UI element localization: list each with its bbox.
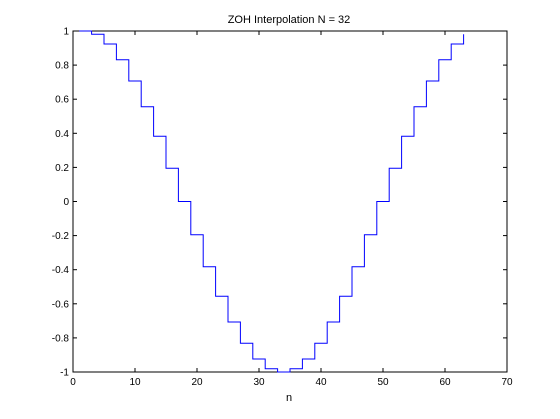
y-tick-label: -0.2	[52, 231, 70, 242]
x-tick-label: 0	[70, 377, 76, 388]
chart-title: ZOH Interpolation N = 32	[228, 14, 351, 26]
x-tick-label: 20	[191, 377, 203, 388]
y-tick-label: 0	[63, 197, 69, 208]
y-tick-label: 0.8	[55, 61, 69, 72]
x-tick-label: 60	[439, 377, 451, 388]
x-tick-label: 40	[315, 377, 327, 388]
y-tick-label: 0.4	[55, 129, 69, 140]
y-tick-label: -0.6	[52, 299, 70, 310]
axes-frame	[72, 30, 508, 373]
y-tick-label: -0.4	[52, 265, 70, 276]
y-tick-label: -0.8	[52, 333, 70, 344]
y-tick-label: 0.2	[55, 163, 69, 174]
x-tick-label: 10	[129, 377, 141, 388]
y-tick-label: 1	[63, 27, 69, 38]
x-tick-label: 70	[501, 377, 513, 388]
x-tick-label: 50	[377, 377, 389, 388]
x-tick-label: 30	[253, 377, 265, 388]
series-line-1	[79, 30, 465, 373]
y-tick-label: -1	[60, 368, 69, 379]
x-axis-label: n	[286, 392, 292, 404]
y-tick-label: 0.6	[55, 95, 69, 106]
